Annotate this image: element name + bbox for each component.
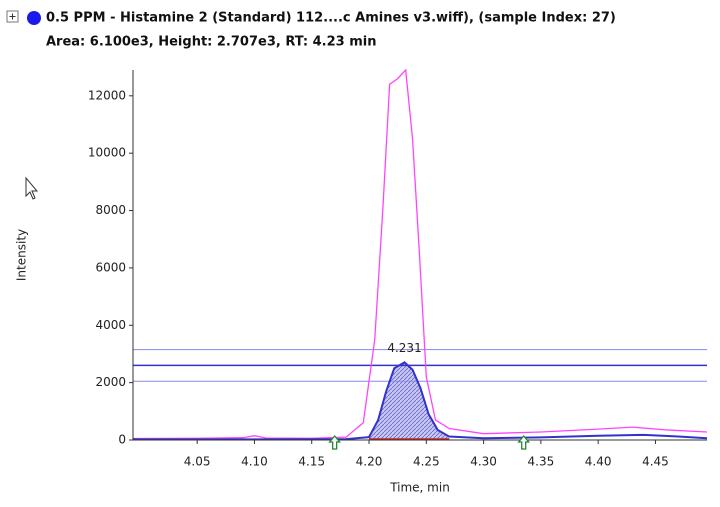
x-tick-label: 4.10 xyxy=(241,455,268,469)
y-tick-label: 6000 xyxy=(95,260,126,274)
x-tick-label: 4.15 xyxy=(298,455,325,469)
y-tick-label: 2000 xyxy=(95,375,126,389)
series-line xyxy=(132,68,708,440)
y-tick-label: 4000 xyxy=(95,318,126,332)
cursor xyxy=(25,176,39,200)
boundary-marker xyxy=(328,434,342,450)
y-tick-label: 8000 xyxy=(95,203,126,217)
x-axis-label: Time, min xyxy=(389,481,450,495)
y-tick-label: 0 xyxy=(118,433,126,447)
y-tick-label: 12000 xyxy=(88,88,126,102)
y-tick-label: 10000 xyxy=(88,146,126,160)
y-axis-label: Intensity xyxy=(15,229,29,281)
series-dot xyxy=(27,11,41,25)
peak-label: 4.231 xyxy=(387,341,421,355)
x-tick-label: 4.30 xyxy=(470,455,497,469)
integration-area xyxy=(369,362,450,440)
x-tick-label: 4.40 xyxy=(585,455,612,469)
x-tick-label: 4.35 xyxy=(528,455,555,469)
expand-icon xyxy=(9,13,16,20)
x-tick-label: 4.05 xyxy=(184,455,211,469)
x-tick-label: 4.25 xyxy=(413,455,440,469)
series-line xyxy=(133,361,708,441)
boundary-marker xyxy=(517,434,531,450)
x-tick-label: 4.20 xyxy=(356,455,383,469)
x-tick-label: 4.45 xyxy=(642,455,669,469)
chart-subtitle: Area: 6.100e3, Height: 2.707e3, RT: 4.23… xyxy=(46,35,377,50)
chart-title: 0.5 PPM - Histamine 2 (Standard) 112....… xyxy=(46,11,616,26)
